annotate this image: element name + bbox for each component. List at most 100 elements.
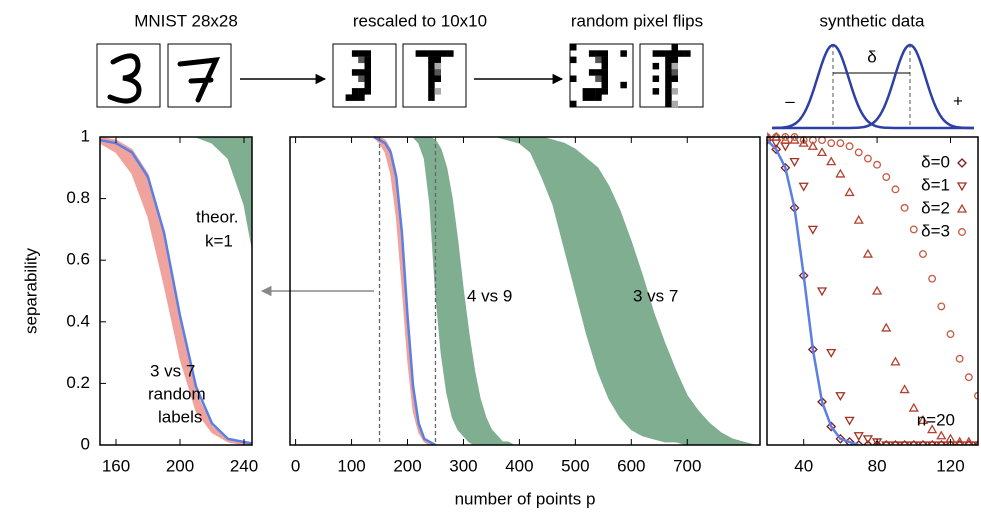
pixel <box>620 50 627 57</box>
pixel <box>582 88 590 95</box>
pixel <box>358 88 365 95</box>
marker <box>836 139 845 148</box>
pixel <box>671 50 678 57</box>
band <box>180 136 252 251</box>
synthetic-diagram <box>771 43 974 130</box>
pixel <box>595 56 602 64</box>
pixel <box>588 94 596 101</box>
pixel <box>358 69 365 76</box>
x-tick-label: 40 <box>794 456 813 475</box>
marker <box>807 225 818 235</box>
series-label: 4 vs 9 <box>467 286 512 305</box>
x-tick-label: 80 <box>868 456 887 475</box>
pixel <box>582 94 590 101</box>
marker <box>955 354 964 363</box>
pixel <box>601 81 608 89</box>
marker <box>835 433 846 444</box>
annotation: random <box>148 384 206 403</box>
digit-images <box>96 43 704 108</box>
marker <box>900 203 909 212</box>
pixel <box>570 75 577 82</box>
pixel <box>351 88 359 95</box>
x-tick-label: 240 <box>230 456 258 475</box>
pixel <box>570 100 577 108</box>
panel-label: random pixel flips <box>571 11 703 30</box>
marker <box>817 396 827 407</box>
pixel <box>358 94 365 101</box>
band <box>100 136 252 445</box>
pixel <box>595 69 602 76</box>
pixel <box>434 88 441 95</box>
marker <box>816 287 828 297</box>
plots: 160 200 240 0 0.2 0.4 0.6 0.8 1 0 100 200 300 400 500 6… <box>66 126 979 475</box>
x-tick-label: 0 <box>291 456 300 475</box>
pixel <box>595 88 602 95</box>
pixel <box>351 50 359 57</box>
pixel <box>358 50 365 57</box>
pixel <box>601 62 608 70</box>
marker <box>890 441 901 445</box>
y-axis-label: separability <box>21 248 40 334</box>
panel-label: rescaled to 10x10 <box>353 11 487 30</box>
marker <box>844 416 855 426</box>
pixel <box>671 56 678 64</box>
pixel <box>570 56 577 64</box>
pixel <box>434 69 441 76</box>
pixel <box>428 69 435 76</box>
pixel <box>428 94 435 101</box>
plot-frame <box>289 136 761 446</box>
marker <box>826 348 837 358</box>
pixel <box>428 62 435 70</box>
marker <box>882 173 891 181</box>
pixel <box>570 44 577 51</box>
pixel <box>601 56 608 64</box>
y-tick-label: 0 <box>81 434 90 453</box>
pixel <box>428 88 435 95</box>
marker <box>927 441 938 445</box>
annotation: n=20 <box>917 410 955 429</box>
pixel <box>351 94 359 101</box>
pixel <box>665 75 672 82</box>
legend-marker <box>956 203 968 213</box>
pixel <box>364 75 371 82</box>
pixel <box>421 50 429 57</box>
pixel <box>588 50 596 57</box>
marker <box>780 142 791 152</box>
marker <box>936 441 947 445</box>
pixel <box>665 81 672 89</box>
marker <box>871 438 883 445</box>
marker <box>946 330 955 339</box>
marker <box>917 415 929 425</box>
x-tick-label: 500 <box>561 456 589 475</box>
marker <box>789 157 800 167</box>
marker <box>853 214 864 224</box>
marker <box>826 421 837 432</box>
pixel <box>601 50 608 57</box>
line <box>767 139 860 445</box>
marker <box>909 225 918 234</box>
marker <box>862 440 873 445</box>
y-tick-label: 0.8 <box>66 188 90 207</box>
marker <box>854 148 863 157</box>
pixel <box>671 75 678 82</box>
legend-label: δ=2 <box>921 198 950 217</box>
pixel <box>364 81 371 89</box>
pixel <box>364 69 371 76</box>
plot-area <box>100 136 252 445</box>
y-tick-label: 0.2 <box>66 373 90 392</box>
x-tick-label: 160 <box>102 456 130 475</box>
marker <box>964 373 973 382</box>
marker <box>826 156 837 166</box>
pixel <box>665 69 672 76</box>
marker <box>891 185 900 194</box>
pixel <box>652 50 660 57</box>
marker <box>928 274 937 283</box>
pixel <box>671 62 678 70</box>
marker <box>908 441 919 445</box>
x-tick-label: 200 <box>166 456 194 475</box>
marker <box>974 391 978 400</box>
y-tick-label: 0.6 <box>66 250 90 269</box>
x-tick-label: 300 <box>449 456 477 475</box>
marker <box>890 356 901 366</box>
pixel <box>588 69 596 76</box>
